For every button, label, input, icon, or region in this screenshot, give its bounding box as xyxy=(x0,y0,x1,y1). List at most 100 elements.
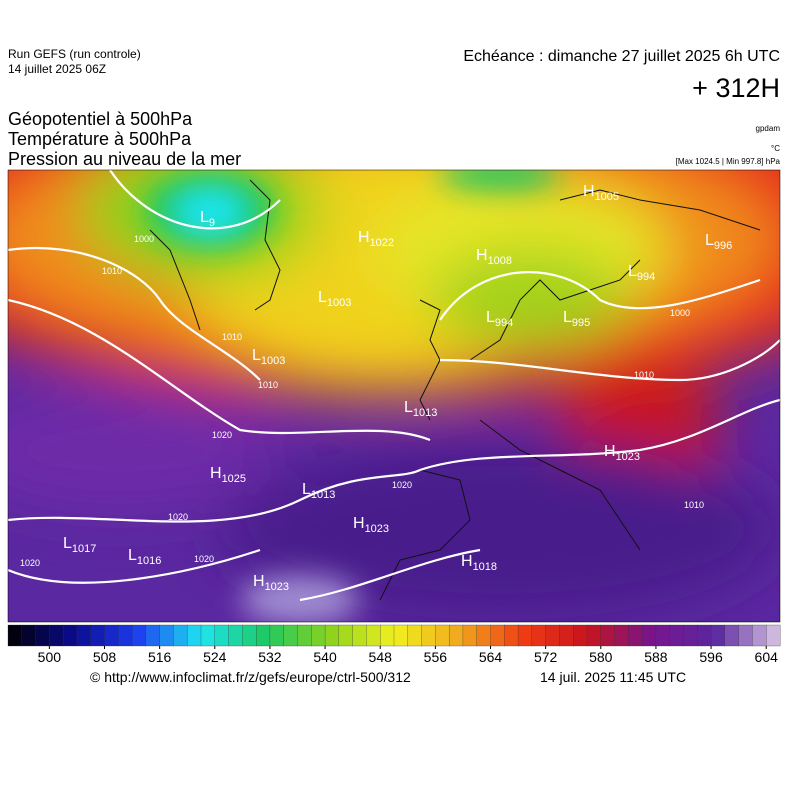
colorbar-swatch xyxy=(683,624,698,647)
colorbar-swatch xyxy=(7,624,23,647)
colorbar-swatch xyxy=(669,624,684,647)
colorbar-swatch xyxy=(104,624,119,647)
colorbar-swatch xyxy=(517,624,533,647)
center-letter: L xyxy=(128,547,137,564)
colorbar-swatch xyxy=(448,624,464,647)
valid-time: Echéance : dimanche 27 juillet 2025 6h U… xyxy=(463,48,780,65)
colorbar-swatch xyxy=(131,624,147,647)
colorbar-tick-label: 548 xyxy=(369,649,393,665)
colorbar-swatch xyxy=(90,624,105,647)
isobar-label: 1020 xyxy=(194,554,214,564)
colorbar-swatch xyxy=(752,624,767,647)
center-value: 1017 xyxy=(72,543,96,555)
center-letter: H xyxy=(253,573,265,590)
center-value: 1005 xyxy=(595,191,619,203)
colorbar-swatch xyxy=(559,624,574,647)
colorbar-swatch xyxy=(766,624,781,647)
pressure-center: H1023 xyxy=(353,515,389,535)
pressure-center: L995 xyxy=(563,309,590,329)
colorbar-swatch xyxy=(641,624,657,647)
unit-label: °C xyxy=(771,144,780,153)
colorbar-swatch xyxy=(573,624,588,647)
colorbar-swatch xyxy=(724,624,740,647)
colorbar-tick-label: 564 xyxy=(479,649,503,665)
pressure-center: H1022 xyxy=(358,229,394,249)
center-letter: H xyxy=(358,229,370,246)
center-value: 1018 xyxy=(473,561,497,573)
colorbar-swatch xyxy=(476,624,491,647)
colorbar-swatch xyxy=(118,624,133,647)
title: Température à 500hPa xyxy=(8,129,192,149)
colorbar-swatch xyxy=(628,624,643,647)
colorbar-tick-label: 524 xyxy=(203,649,227,665)
pressure-center: L1016 xyxy=(128,547,161,567)
colorbar-tick-label: 500 xyxy=(38,649,62,665)
colorbar-swatch xyxy=(614,624,629,647)
center-letter: H xyxy=(461,553,473,570)
run-date: 14 juillet 2025 06Z xyxy=(8,62,106,76)
center-value: 1013 xyxy=(413,407,437,419)
colorbar-swatch xyxy=(324,624,340,647)
generated-time: 14 juil. 2025 11:45 UTC xyxy=(540,669,686,685)
colorbar-swatch xyxy=(655,624,671,647)
colorbar-swatch xyxy=(283,624,298,647)
pressure-center: H1018 xyxy=(461,553,497,573)
colorbar-swatch xyxy=(600,624,616,647)
colorbar-tick-label: 516 xyxy=(148,649,172,665)
center-value: 1013 xyxy=(311,489,335,501)
isobar-label: 1020 xyxy=(20,558,40,568)
center-value: 995 xyxy=(572,317,590,329)
pressure-range: [Max 1024.5 | Min 997.8] hPa xyxy=(676,157,781,166)
colorbar: 500 508 516 524 532 540 548 556 564 572 580 588 596 6… xyxy=(7,624,781,665)
isobar-label: 1020 xyxy=(168,512,188,522)
colorbar-swatch xyxy=(200,624,216,647)
isobar-label: 1020 xyxy=(392,480,412,490)
colorbar-tick-label: 572 xyxy=(534,649,558,665)
colorbar-swatch xyxy=(159,624,174,647)
colorbar-swatch xyxy=(352,624,367,647)
colorbar-swatch xyxy=(187,624,202,647)
colorbar-tick-label: 508 xyxy=(93,649,117,665)
center-letter: L xyxy=(252,347,261,364)
title: Géopotentiel à 500hPa xyxy=(8,109,193,129)
colorbar-swatch xyxy=(297,624,312,647)
colorbar-swatch xyxy=(738,624,753,647)
pressure-center: L1003 xyxy=(318,289,351,309)
colorbar-tick-label: 532 xyxy=(258,649,282,665)
unit-label: gpdam xyxy=(756,124,781,133)
center-value: 1003 xyxy=(327,297,351,309)
colorbar-swatch xyxy=(242,624,257,647)
center-letter: H xyxy=(353,515,365,532)
colorbar-tick-label: 580 xyxy=(589,649,613,665)
pressure-center: L1017 xyxy=(63,535,96,555)
isobar-label: 1000 xyxy=(134,234,154,244)
center-value: 994 xyxy=(495,317,513,329)
center-value: 1022 xyxy=(370,237,394,249)
colorbar-swatch xyxy=(214,624,230,647)
map-frame xyxy=(7,169,781,623)
isobar-label: 1010 xyxy=(258,380,278,390)
pressure-center: L996 xyxy=(705,232,732,252)
colorbar-swatch xyxy=(173,624,188,647)
colorbar-swatch xyxy=(393,624,409,647)
colorbar-swatch xyxy=(504,624,519,647)
colorbar-swatch xyxy=(21,624,37,647)
colorbar-swatch xyxy=(62,624,78,647)
colorbar-swatch xyxy=(586,624,602,647)
center-letter: L xyxy=(705,232,714,249)
pressure-center: L994 xyxy=(628,263,655,283)
center-letter: L xyxy=(486,309,495,326)
pressure-center: H1005 xyxy=(583,183,619,203)
colorbar-swatch xyxy=(421,624,436,647)
pressure-center: L1013 xyxy=(404,399,437,419)
center-value: 1023 xyxy=(265,581,289,593)
pressure-center: L1003 xyxy=(252,347,285,367)
center-value: 996 xyxy=(714,240,732,252)
colorbar-swatch xyxy=(697,624,712,647)
pressure-center: H1023 xyxy=(604,443,640,463)
center-letter: L xyxy=(63,535,72,552)
colorbar-tick-label: 596 xyxy=(699,649,723,665)
center-value: 1016 xyxy=(137,555,161,567)
